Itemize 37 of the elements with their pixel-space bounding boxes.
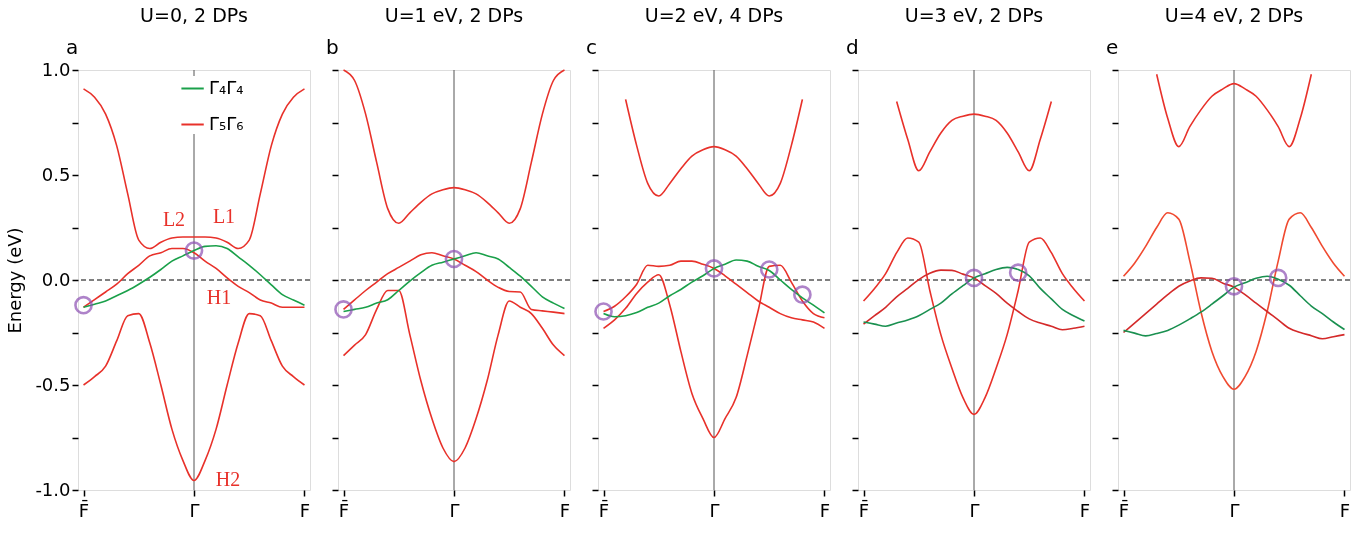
- x-tick-label: Γ: [449, 499, 460, 521]
- x-tick-label: F: [819, 499, 831, 521]
- y-tick-label: -1.0: [35, 478, 71, 500]
- x-tick-label: Γ: [969, 499, 980, 521]
- text: d: [846, 35, 859, 59]
- x-tick-label: F: [1079, 499, 1091, 521]
- annotation: L2: [162, 208, 186, 230]
- y-tick-label: -0.5: [35, 373, 71, 395]
- x-tick-label: F̄: [858, 499, 870, 521]
- x-tick-label: F̄: [1118, 499, 1130, 521]
- x-tick-label: F̄: [598, 499, 610, 521]
- text: e: [1106, 35, 1119, 59]
- chart-title: U=2 eV, 4 DPs: [644, 4, 784, 26]
- text: a: [66, 35, 79, 59]
- chart-title: U=0, 2 DPs: [140, 4, 248, 26]
- y-axis-title: Energy (eV): [4, 227, 26, 334]
- text: b: [326, 35, 339, 59]
- legend-label: Γ̄₅Γ̄₆: [209, 112, 244, 134]
- text: c: [586, 35, 597, 59]
- annotation: H2: [215, 468, 241, 490]
- legend-label: Γ̄₄Γ̄₄: [209, 76, 244, 98]
- x-tick-label: Γ: [1229, 499, 1240, 521]
- x-tick-label: F̄: [78, 499, 90, 521]
- y-tick-label: 0.5: [41, 163, 71, 185]
- x-tick-label: F: [1339, 499, 1351, 521]
- y-tick-label: 0.0: [41, 268, 71, 290]
- chart-title: U=1 eV, 2 DPs: [384, 4, 524, 26]
- y-tick-label: 1.0: [41, 58, 71, 80]
- x-tick-label: F: [559, 499, 571, 521]
- chart-title: U=4 eV, 2 DPs: [1164, 4, 1304, 26]
- annotation: H1: [206, 286, 232, 308]
- x-tick-label: F: [299, 499, 311, 521]
- x-tick-label: Γ: [709, 499, 720, 521]
- x-tick-label: Γ: [189, 499, 200, 521]
- x-tick-label: F̄: [338, 499, 350, 521]
- chart-title: U=3 eV, 2 DPs: [904, 4, 1044, 26]
- annotation: L1: [212, 205, 236, 227]
